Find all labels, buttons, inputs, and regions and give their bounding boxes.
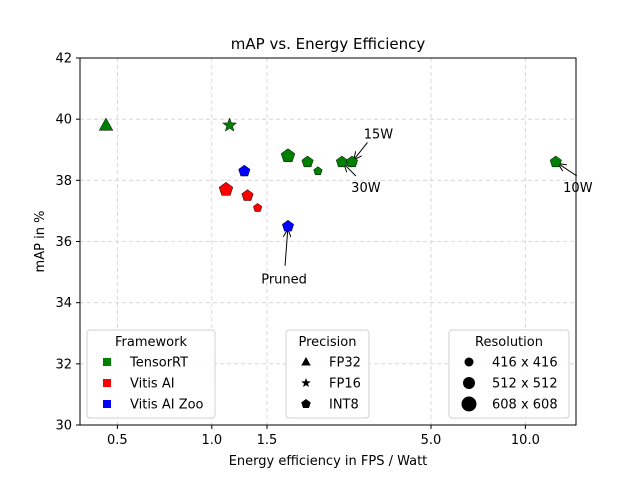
data-point xyxy=(218,182,234,196)
data-point xyxy=(282,219,295,232)
x-axis-label: Energy efficiency in FPS / Watt xyxy=(229,454,428,469)
data-point xyxy=(313,166,323,176)
x-tick-label: 10.0 xyxy=(511,433,540,448)
legend-box xyxy=(86,329,216,419)
data-point xyxy=(280,148,296,162)
x-tick-label: 5.0 xyxy=(421,433,442,448)
legend-box xyxy=(448,329,570,419)
annotation-arrow xyxy=(285,230,288,266)
data-point xyxy=(238,164,251,177)
legend-marker xyxy=(464,357,474,367)
legend-marker xyxy=(301,378,311,388)
y-axis-label: mAP in % xyxy=(33,211,48,273)
y-tick-label: 40 xyxy=(55,113,72,128)
y-tick-label: 42 xyxy=(55,52,72,67)
legend-entry-label: 512 x 512 xyxy=(492,377,558,392)
data-points xyxy=(98,117,562,232)
legend-title: Resolution xyxy=(475,335,543,350)
annotation-arrow xyxy=(345,165,357,177)
data-point xyxy=(346,155,359,168)
chart-title: mAP vs. Energy Efficiency xyxy=(231,35,426,53)
x-tick-label: 0.5 xyxy=(107,433,128,448)
legend-entry-label: INT8 xyxy=(329,398,359,413)
y-tick-label: 34 xyxy=(55,296,72,311)
data-point xyxy=(253,203,263,212)
legend-marker xyxy=(463,377,475,389)
legend-entry-label: 608 x 608 xyxy=(492,398,558,413)
legend-title: Precision xyxy=(298,335,356,350)
y-tick-label: 32 xyxy=(55,357,72,372)
y-tick-label: 38 xyxy=(55,174,72,189)
legend-marker xyxy=(103,379,111,387)
legend-entry-label: Vitis AI Zoo xyxy=(130,398,204,413)
annotation-arrow xyxy=(559,164,578,177)
legend-framework: Framework TensorRT Vitis AI Vitis AI Zoo xyxy=(86,329,216,419)
x-axis-ticks: 0.5 1.0 1.5 5.0 10.0 xyxy=(107,425,540,448)
legend-marker xyxy=(461,396,477,412)
annotation-label: 10W xyxy=(563,181,593,196)
legend-marker xyxy=(103,358,111,366)
annotation-label: 30W xyxy=(351,181,381,196)
legend-marker xyxy=(301,399,311,409)
data-point xyxy=(301,155,314,168)
y-axis-ticks: 30 32 34 36 38 40 42 xyxy=(55,52,80,434)
legend-resolution: Resolution 416 x 416 512 x 512 608 x 608 xyxy=(448,329,570,419)
y-tick-label: 36 xyxy=(55,235,72,250)
x-tick-label: 1.5 xyxy=(257,433,278,448)
data-point xyxy=(222,117,238,132)
legend-entry-label: FP16 xyxy=(329,377,361,392)
y-tick-label: 30 xyxy=(55,419,72,434)
data-point xyxy=(98,117,114,131)
legends: Framework TensorRT Vitis AI Vitis AI Zoo Pre… xyxy=(86,329,570,419)
legend-entry-label: FP32 xyxy=(329,356,361,371)
legend-box xyxy=(285,329,370,419)
annotation-label: Pruned xyxy=(261,273,307,288)
data-point xyxy=(241,189,254,201)
legend-title: Framework xyxy=(115,335,187,350)
x-tick-label: 1.0 xyxy=(201,433,222,448)
annotation-label: 15W xyxy=(364,127,394,142)
annotations: 15W 30W 10W Pruned xyxy=(261,127,592,287)
legend-marker xyxy=(301,357,311,366)
legend-entry-label: TensorRT xyxy=(129,356,188,371)
data-point xyxy=(335,155,348,168)
legend-entry-label: Vitis AI xyxy=(130,377,175,392)
legend-entry-label: 416 x 416 xyxy=(492,356,558,371)
legend-precision: Precision FP32 FP16 INT8 xyxy=(285,329,370,419)
legend-marker xyxy=(103,400,111,408)
annotation-arrow xyxy=(354,142,368,158)
data-point xyxy=(549,155,562,168)
